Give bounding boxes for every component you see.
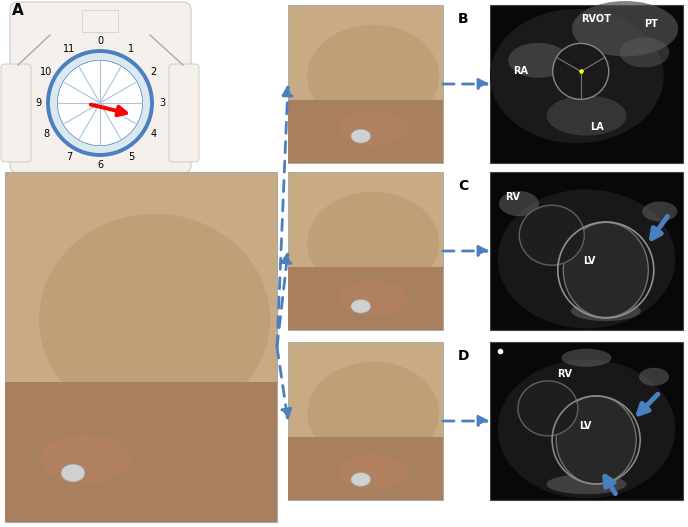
Text: 1: 1 [128, 44, 134, 54]
Bar [288, 342, 443, 500]
Ellipse shape [61, 464, 85, 482]
Ellipse shape [546, 474, 627, 494]
Bar [490, 172, 683, 330]
Text: A: A [12, 3, 24, 18]
Bar [288, 100, 443, 163]
Ellipse shape [497, 189, 676, 328]
Text: LA: LA [590, 122, 604, 132]
Bar [288, 5, 443, 163]
FancyBboxPatch shape [169, 64, 199, 162]
Text: RVOT: RVOT [581, 14, 610, 24]
Text: 6: 6 [97, 160, 103, 170]
Circle shape [57, 61, 142, 145]
Text: 8: 8 [43, 129, 50, 139]
Text: 2: 2 [151, 67, 157, 77]
Ellipse shape [308, 25, 439, 128]
Ellipse shape [556, 396, 636, 484]
Ellipse shape [546, 95, 627, 135]
Ellipse shape [519, 205, 584, 265]
Text: LV: LV [579, 421, 591, 431]
Text: RV: RV [506, 192, 520, 202]
FancyBboxPatch shape [10, 2, 191, 173]
Text: RA: RA [513, 66, 528, 76]
Ellipse shape [338, 111, 408, 146]
Text: D: D [458, 349, 469, 363]
Ellipse shape [308, 362, 439, 464]
Ellipse shape [39, 214, 270, 424]
Bar [288, 437, 443, 500]
Text: 5: 5 [128, 152, 134, 162]
Text: B: B [458, 12, 469, 26]
Ellipse shape [338, 454, 408, 489]
Bar [490, 342, 683, 500]
Ellipse shape [40, 434, 130, 484]
Ellipse shape [619, 37, 669, 67]
Ellipse shape [308, 192, 439, 295]
Text: LV: LV [583, 256, 595, 266]
Ellipse shape [351, 299, 371, 313]
Text: PT: PT [645, 19, 658, 29]
Bar [490, 5, 683, 163]
Ellipse shape [643, 201, 678, 221]
Bar [82, 10, 118, 32]
Bar [288, 267, 443, 330]
Bar [5, 172, 277, 522]
Ellipse shape [572, 1, 678, 56]
Text: 4: 4 [151, 129, 157, 139]
Ellipse shape [338, 281, 408, 316]
Bar [5, 382, 277, 522]
Circle shape [48, 51, 152, 155]
Text: 3: 3 [159, 98, 165, 108]
Ellipse shape [571, 301, 641, 321]
Text: 0: 0 [97, 36, 103, 46]
Ellipse shape [561, 349, 612, 367]
Text: 10: 10 [40, 67, 52, 77]
Ellipse shape [508, 43, 568, 78]
Ellipse shape [639, 368, 669, 386]
FancyBboxPatch shape [1, 64, 31, 162]
Ellipse shape [351, 129, 371, 143]
Ellipse shape [490, 9, 664, 143]
Text: C: C [458, 179, 469, 193]
Ellipse shape [499, 191, 539, 216]
Ellipse shape [497, 359, 676, 499]
Circle shape [552, 43, 609, 100]
Bar [288, 172, 443, 330]
Text: 7: 7 [66, 152, 72, 162]
Ellipse shape [518, 381, 578, 436]
Ellipse shape [351, 473, 371, 486]
Text: 11: 11 [63, 44, 75, 54]
Text: 9: 9 [35, 98, 41, 108]
Text: RV: RV [557, 369, 572, 379]
Ellipse shape [563, 222, 648, 317]
